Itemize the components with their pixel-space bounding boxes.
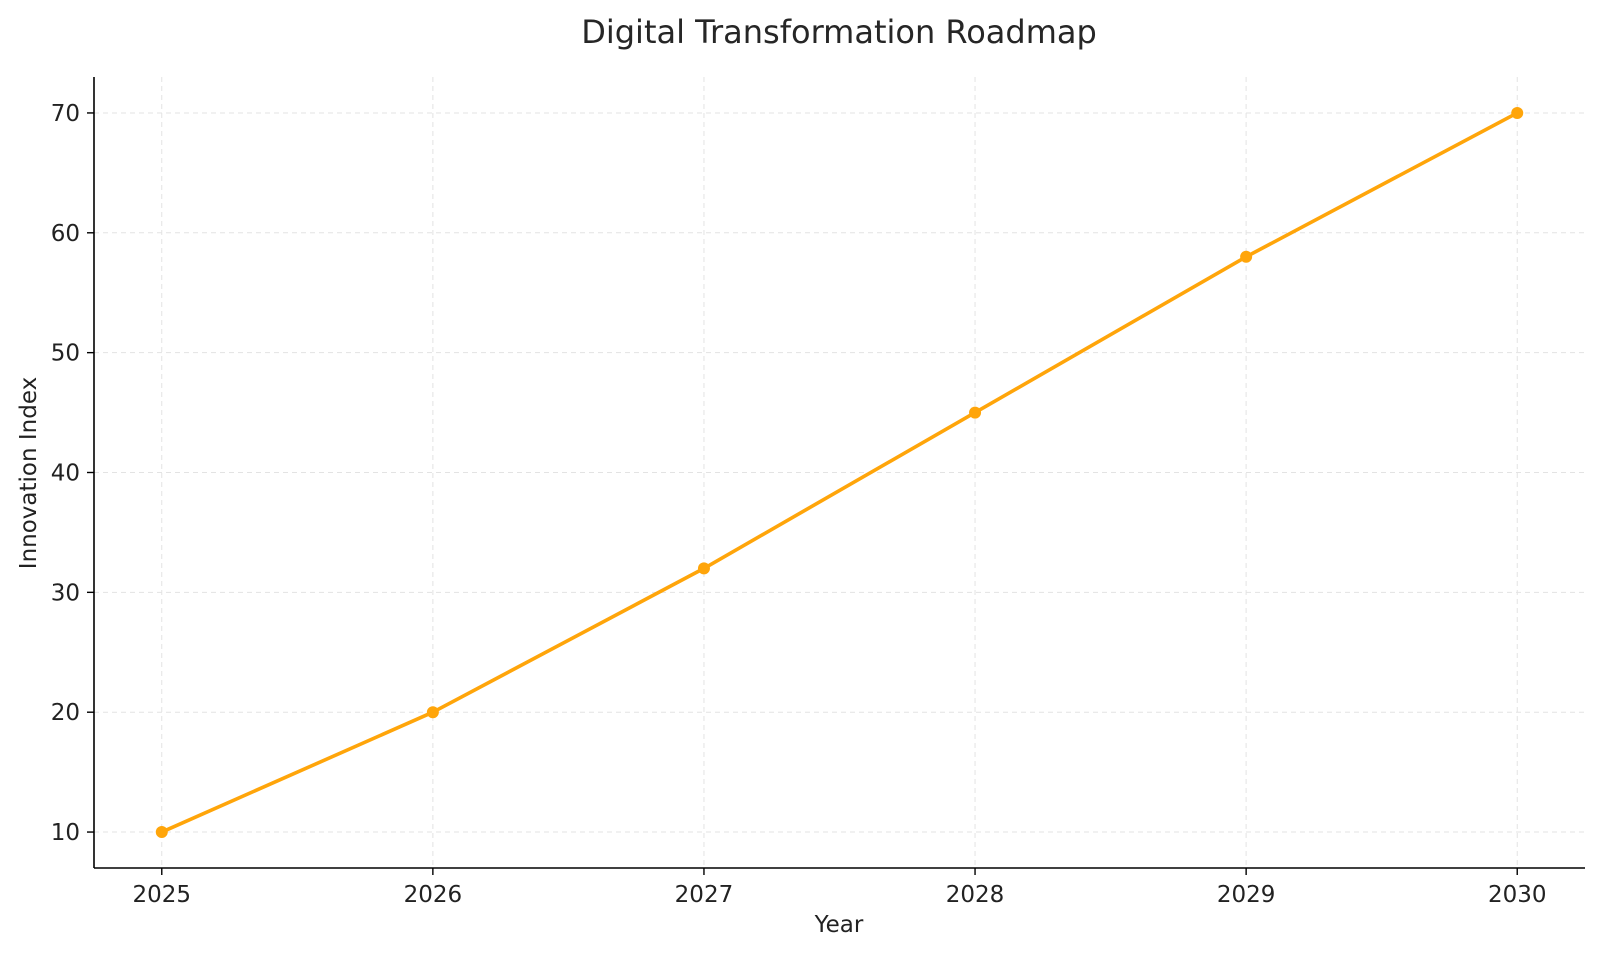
x-tick-label: 2026 bbox=[404, 882, 463, 908]
data-point-marker bbox=[155, 826, 168, 839]
data-point-marker bbox=[426, 706, 439, 719]
y-axis-label: Innovation Index bbox=[16, 377, 42, 569]
y-tick-label: 30 bbox=[51, 580, 80, 606]
data-point-marker bbox=[1511, 106, 1524, 119]
data-point-marker bbox=[1240, 250, 1253, 263]
x-tick-label: 2025 bbox=[132, 882, 191, 908]
series-line bbox=[159, 111, 1520, 834]
chart-title: Digital Transformation Roadmap bbox=[581, 13, 1097, 51]
x-tick-label: 2027 bbox=[675, 882, 734, 908]
y-tick-label: 50 bbox=[51, 341, 80, 367]
grid-lines bbox=[94, 77, 1585, 868]
y-tick-label: 40 bbox=[51, 461, 80, 487]
x-tick-label: 2030 bbox=[1488, 882, 1547, 908]
data-points bbox=[155, 106, 1524, 839]
y-tick-label: 70 bbox=[51, 101, 80, 127]
y-axis-ticks: 10 20 30 40 50 60 70 bbox=[51, 101, 94, 846]
x-axis-label: Year bbox=[814, 912, 864, 938]
y-tick-label: 10 bbox=[51, 820, 80, 846]
x-axis-ticks: 2025 2026 2027 2028 2029 2030 bbox=[132, 868, 1547, 908]
data-point-marker bbox=[697, 562, 710, 575]
data-point-marker bbox=[969, 406, 982, 419]
y-tick-label: 60 bbox=[51, 221, 80, 247]
y-tick-label: 20 bbox=[51, 700, 80, 726]
series-polyline bbox=[159, 111, 1520, 834]
x-tick-label: 2029 bbox=[1217, 882, 1276, 908]
x-tick-label: 2028 bbox=[946, 882, 1005, 908]
